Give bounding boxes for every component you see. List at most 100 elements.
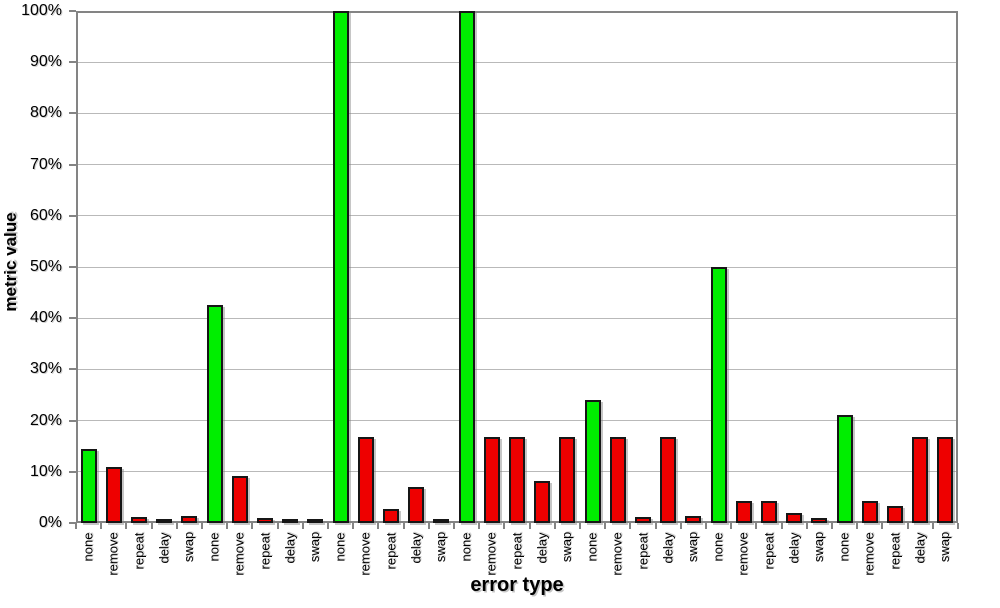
x-axis-tick [831,523,833,529]
x-tick-label: remove [861,531,877,576]
x-tick-label: none [584,532,600,561]
x-axis-tick [856,523,859,529]
y-tick-label: 30% [29,360,62,378]
bar-swap [433,519,450,523]
x-axis-tick [553,523,556,529]
x-tick-label: none [80,532,96,561]
x-tick-label: remove [231,531,247,576]
bar-repeat [131,517,147,523]
x-axis-tick [276,523,279,529]
x-axis-tick [478,523,481,529]
x-axis-tick [251,523,254,529]
bar-repeat [257,518,273,523]
x-axis-tick [100,523,103,529]
y-axis-tick [69,61,76,64]
y-axis-tick [69,163,76,166]
x-axis-tick [352,523,355,529]
x-axis-tick [175,523,178,529]
bar-remove [609,437,626,523]
gridline [76,164,958,166]
x-tick-label: none [710,532,726,561]
x-tick-label: repeat [130,532,146,569]
x-tick-label: swap [685,531,701,563]
x-axis-tick [730,523,733,529]
x-tick-label: swap [559,531,575,563]
bar-repeat [383,509,399,523]
y-tick-label: 50% [29,258,62,275]
x-axis-tick [377,523,380,529]
x-tick-label: remove [735,531,751,576]
gridline [76,420,958,422]
y-axis-tick [69,214,76,217]
bar-remove [105,467,122,523]
x-axis-tick [629,523,632,529]
x-tick-label: repeat [886,532,902,569]
y-tick-label: 100% [21,2,62,19]
x-tick-label: repeat [256,532,272,569]
bar-swap [559,437,576,523]
bar-none [836,415,853,523]
x-tick-label: delay [156,531,172,564]
bar-remove [735,501,752,523]
x-axis-tick [654,523,657,529]
x-axis-tick [931,523,934,529]
bar-none [206,305,223,523]
x-tick-label: delay [282,531,298,564]
x-axis-tick [528,523,531,529]
y-tick-label: 60% [29,206,62,224]
x-tick-label: delay [912,531,928,564]
x-tick-label: remove [105,531,121,576]
x-axis-tick [327,523,329,529]
x-tick-label: swap [937,531,953,563]
y-axis-tick [69,112,76,115]
x-tick-label: repeat [382,532,398,569]
bar-none [710,267,727,523]
y-axis-tick [69,419,76,422]
x-tick-label: delay [786,531,802,564]
x-tick-label: remove [357,531,373,576]
gridline [76,215,958,217]
bar-delay [408,487,425,523]
bar-repeat [635,517,651,523]
x-tick-label: remove [483,531,499,576]
x-axis-tick [755,523,758,529]
bar-delay [912,437,929,523]
x-tick-label: repeat [760,532,776,569]
x-tick-label: delay [534,531,550,564]
bar-repeat [761,501,777,523]
x-axis-tick [705,523,707,529]
x-axis-tick [402,523,405,529]
y-axis-tick [69,522,76,524]
y-axis-tick [69,470,76,473]
x-tick-label: none [836,532,852,561]
x-axis-tick [805,523,808,529]
y-axis-tick [69,368,76,371]
bar-delay [660,437,677,523]
x-axis-tick [453,523,455,529]
x-axis-tick [75,523,77,529]
y-tick-label: 20% [29,411,62,429]
y-tick-label: 0% [38,514,62,531]
x-axis-tick [957,523,959,529]
bar-repeat [509,437,525,523]
bar-none [332,11,349,523]
bar-remove [483,437,500,523]
bar-remove [861,501,878,523]
gridline [76,368,958,370]
x-axis-tick [604,523,607,529]
y-tick-label: 40% [29,309,62,327]
x-axis-tick [226,523,229,529]
y-axis-tick [69,10,76,12]
plot-area [76,11,958,523]
bar-swap [937,437,954,523]
bar-delay [282,519,299,523]
x-axis-title: error type [470,574,564,596]
bar-swap [685,516,702,523]
x-tick-label: none [206,532,222,561]
x-tick-label: none [458,532,474,561]
gridline [76,266,958,268]
bar-repeat [887,506,903,523]
x-axis-tick [679,523,682,529]
y-tick-label: 80% [29,104,62,122]
x-axis-tick [579,523,581,529]
